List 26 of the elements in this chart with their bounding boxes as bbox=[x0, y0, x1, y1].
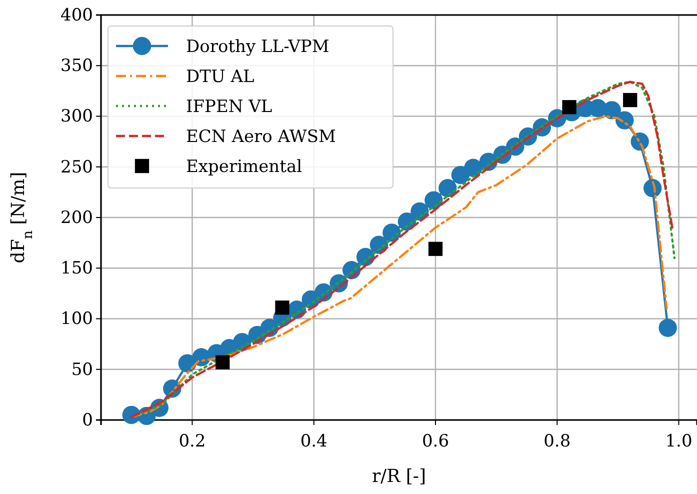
x-tick-label: 0.4 bbox=[300, 432, 328, 452]
legend-label: Experimental bbox=[186, 157, 302, 177]
y-tick-label: 350 bbox=[60, 56, 93, 76]
x-axis-title: r/R [-] bbox=[372, 466, 426, 487]
y-tick-label: 50 bbox=[71, 360, 93, 380]
point bbox=[216, 355, 230, 370]
point bbox=[562, 100, 576, 114]
x-tick-label: 0.6 bbox=[422, 432, 450, 452]
y-tick-label: 200 bbox=[60, 208, 93, 228]
y-tick-label: 250 bbox=[60, 157, 93, 178]
legend-label: IFPEN VL bbox=[186, 97, 272, 117]
y-tick-label: 0 bbox=[82, 410, 93, 430]
legend-label: ECN Aero AWSM bbox=[186, 127, 336, 147]
y-tick-label: 100 bbox=[60, 309, 93, 330]
point bbox=[658, 318, 677, 337]
y-tick-label: 400 bbox=[60, 5, 93, 26]
point bbox=[275, 300, 290, 315]
x-tick-label: 1.0 bbox=[665, 432, 692, 452]
legend-label: Dorothy LL-VPM bbox=[186, 37, 330, 57]
x-tick-label: 0.8 bbox=[544, 432, 571, 452]
y-tick-label: 150 bbox=[60, 258, 93, 279]
y-tick-label: 300 bbox=[60, 106, 93, 127]
point bbox=[428, 242, 443, 256]
x-tick-label: 0.2 bbox=[178, 432, 206, 452]
point bbox=[623, 92, 638, 108]
legend-label: DTU AL bbox=[186, 67, 254, 87]
